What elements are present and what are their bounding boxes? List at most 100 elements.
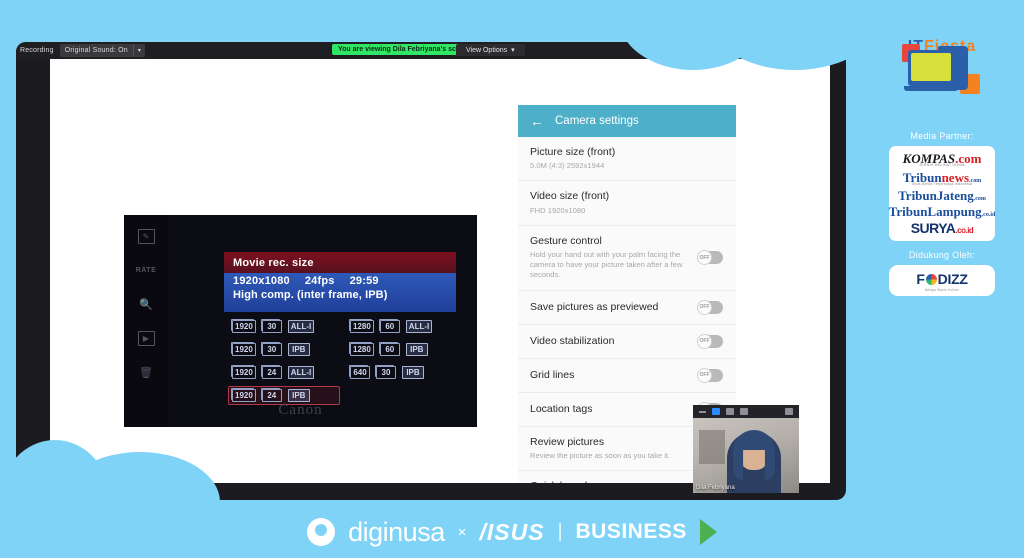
lcd-sidebar: ✎ RATE 🔍 ▶ 🗑 [124,215,168,427]
setting-toggle[interactable]: OFF [697,333,723,349]
resolution-option[interactable]: 1920 30 IPB [228,340,340,359]
edit-icon: ✎ [137,229,155,244]
toggle-knob: OFF [697,299,712,315]
resolution-option[interactable]: 1920 24 ALL-I [228,363,340,382]
partner-tribunnews-name: Tribun [902,169,942,185]
resolution-option[interactable]: 1920 30 ALL-I [228,317,340,336]
exit-fullscreen-icon[interactable] [785,408,793,415]
camera-settings-header: ← Camera settings [518,105,736,137]
partner-tribunnews: Tribunnews.com Situs Berita Terpercaya I… [903,171,981,187]
logo-screen [911,53,951,81]
resolution-option[interactable]: 1920 24 IPB [228,386,340,405]
camera-setting-row[interactable]: Picture size (front) 5.0M (4:3) 2592x1944 [518,137,736,182]
setting-label: Video stabilization [530,334,615,347]
setting-text: Video stabilization [530,335,697,348]
itfiesta-logo: ITFiesta 2021 [880,38,1004,122]
view-options-button[interactable]: View Options ▾ [456,44,525,56]
setting-description: 5.0M (4:3) 2592x1944 [530,161,605,171]
camera-setting-row[interactable]: Quick launchOpen the Camera by pressing … [518,471,736,483]
current-resolution: 1920x1080 [233,275,290,287]
asus-wordmark: /ISUS [479,518,545,545]
speaker-view-icon[interactable] [712,408,720,415]
partner-tribunlampung: TribunLampung.co.id [889,205,996,218]
media-partner-card: KOMPAS.com JERNIH MELIHAT DUNIA Tribunne… [889,146,996,242]
setting-label: Quick launch [530,480,691,483]
camera-setting-row[interactable]: Video stabilization OFF [518,325,736,359]
foodizz-name-start: F [916,271,925,288]
sponsor-bottom-banner: diginusa × /ISUS | BUSINESS [0,506,1024,558]
option-codec: IPB [287,389,310,402]
setting-text: Picture size (front) 5.0M (4:3) 2592x1944 [530,146,723,171]
option-resolution: 1920 [231,388,256,402]
option-codec: IPB [405,343,428,356]
resolution-option[interactable]: 640 30 IPB [346,363,458,382]
gallery-view-icon[interactable] [726,408,734,415]
partner-tribunlampung-accent: Lampung [927,204,982,220]
setting-label: Save pictures as previewed [530,300,659,313]
chevron-down-icon[interactable]: ▾ [132,44,145,57]
toggle-knob: OFF [697,333,712,349]
partner-tribunjateng-domain: .com [973,196,986,203]
setting-text: Save pictures as previewed [530,301,697,314]
partner-tribunnews-domain: .com [969,177,982,184]
setting-label: Gesture control [530,234,602,247]
setting-text: Gesture control Hold your hand out with y… [530,235,697,281]
toggle-knob: OFF [697,367,712,383]
chevron-right-icon [699,519,717,545]
grid-view-icon[interactable] [740,408,748,415]
rate-icon: RATE [135,267,157,274]
foodizz-sponsor-card: F DIZZ Belajar Bisnis Kuliner [889,265,995,297]
setting-toggle[interactable]: OFF [697,367,723,383]
camera-setting-row[interactable]: Gesture control Hold your hand out with y… [518,226,736,291]
option-codec: IPB [287,343,310,356]
diginusa-wordmark: diginusa [348,516,445,547]
partner-surya-domain: .co.id [955,226,974,236]
camera-setting-row[interactable]: Grid lines OFF [518,359,736,393]
option-resolution: 1920 [231,319,256,333]
option-codec: IPB [402,366,424,379]
webcam-picture-in-picture[interactable]: Dila Febriyana [693,405,799,493]
event-sidebar: ITFiesta 2021 Media Partner: KOMPAS.com … [862,34,1022,297]
setting-toggle[interactable]: OFF [697,250,723,266]
setting-text: Grid lines [530,369,697,382]
supported-by-heading: Didukung Oleh: [908,250,976,261]
asus-business-label: BUSINESS [575,520,687,543]
original-sound-label: Original Sound: On [64,47,128,54]
partner-tribunlampung-name: Tribun [888,204,928,220]
itfiesta-logo-mark [902,44,980,94]
participant-name-label: Dila Febriyana [696,485,735,491]
setting-toggle[interactable]: OFF [697,299,723,315]
foodizz-name-end: DIZZ [937,271,968,288]
partner-tribunnews-accent: news [941,169,970,185]
camera-setting-row[interactable]: Video size (front) FHD 1920x1080 [518,181,736,226]
back-arrow-icon[interactable]: ← [530,113,544,129]
option-resolution: 1920 [231,342,256,356]
partner-surya-name: SURYA [910,220,956,237]
media-partner-heading: Media Partner: [910,131,974,141]
partner-tribunjateng-name: Tribun [898,188,937,204]
viewing-screen-banner: You are viewing Dila Febriyana's screen [332,44,477,55]
setting-description: Hold your hand out with your palm facing… [530,249,683,280]
resolution-option[interactable]: 1280 60 ALL-I [346,317,458,336]
option-codec: ALL-I [287,366,315,379]
camera-setting-row[interactable]: Save pictures as previewed OFF [518,291,736,325]
setting-text: Video size (front) FHD 1920x1080 [530,190,723,215]
camera-settings-panel: ← Camera settings Picture size (front) 5.… [518,105,736,483]
original-sound-button[interactable]: Original Sound: On ▾ [59,44,145,57]
shared-content-area: ✎ RATE 🔍 ▶ 🗑 Movie rec. size 1920x1080 2… [50,59,830,483]
current-fps: 24fps [304,275,335,287]
partner-surya: SURYA.co.id [911,221,974,235]
resolution-option-grid: 1920 30 ALL-I 1280 60 ALL-I 1920 30 IPB 1280 60 IPB… [228,317,458,405]
current-duration: 29:59 [349,275,379,287]
foodizz-tagline: Belajar Bisnis Kuliner [925,288,959,293]
camera-settings-list: Picture size (front) 5.0M (4:3) 2592x1944… [518,137,736,483]
foodizz-colorwheel-icon [925,274,937,286]
chevron-down-icon: ▾ [511,47,515,54]
movie-rec-size-current: 1920x1080 24fps 29:59 High comp. (inter … [224,273,456,312]
canon-camera-lcd: ✎ RATE 🔍 ▶ 🗑 Movie rec. size 1920x1080 2… [124,215,477,427]
resolution-option[interactable]: 1280 60 IPB [346,340,458,359]
canon-watermark: Canon [278,402,323,418]
minimize-icon[interactable] [699,410,706,413]
webcam-video: Dila Febriyana [693,418,799,493]
pip-window-controls [693,405,799,418]
